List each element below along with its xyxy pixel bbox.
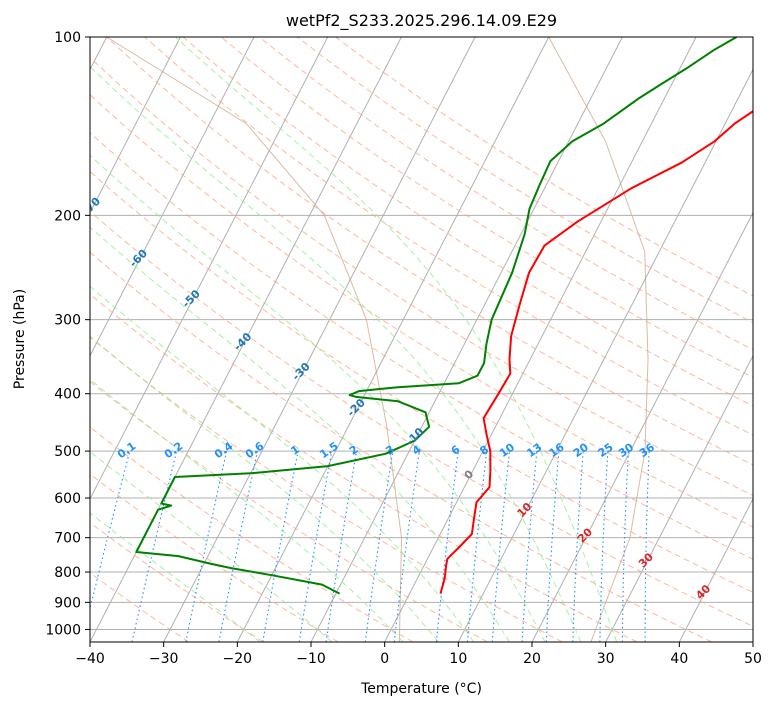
y-axis: 100 200 300 400 500 600 700 800 900 1000 <box>45 30 90 638</box>
mixing-ratio-line <box>621 451 629 642</box>
dry-adiabat-line <box>182 37 753 407</box>
y-tick-label: 900 <box>54 595 81 611</box>
dry-adiabat-line <box>144 37 753 436</box>
isotherm-line <box>678 497 753 642</box>
reference-curve <box>548 37 649 642</box>
mixing-ratio-line <box>393 451 420 642</box>
chart-title: wetPf2_S233.2025.296.14.09.E29 <box>286 11 557 31</box>
isotherm-line <box>310 37 623 642</box>
isotherm-line <box>90 37 181 214</box>
x-tick-label: 10 <box>449 651 467 667</box>
mixing-ratio-line <box>491 451 511 642</box>
moist-adiabat-line <box>175 37 618 642</box>
y-tick-label: 500 <box>54 444 81 460</box>
x-tick-label: 0 <box>380 651 389 667</box>
reference-curve <box>106 37 403 642</box>
mixing-ratio-line <box>521 451 538 642</box>
dry-adiabat-line <box>90 210 753 627</box>
isotherm-line <box>90 37 329 500</box>
mixing-ratio-line <box>599 451 609 642</box>
moist-adiabat-line <box>90 335 439 642</box>
isotherm-line <box>90 37 255 357</box>
x-tick-label: 30 <box>597 651 615 667</box>
x-axis: −40 −30 −20 −10 0 10 20 30 40 50 <box>75 642 762 667</box>
dry-adiabat-line <box>90 132 753 560</box>
grid-layer <box>90 37 753 642</box>
dry-adiabat-line <box>90 293 638 642</box>
temperature-profile-line <box>439 110 753 594</box>
moist-adiabat-line <box>90 450 333 642</box>
isotherm-line <box>605 354 753 642</box>
y-tick-label: 800 <box>54 565 81 581</box>
dry-adiabat-line <box>296 37 753 324</box>
dry-adiabat-line <box>90 56 753 497</box>
dry-adiabat-line <box>90 170 753 593</box>
y-tick-label: 200 <box>54 208 81 224</box>
mixing-ratio-line <box>572 451 584 642</box>
dry-adiabat-line <box>106 37 753 466</box>
mixing-ratio-line <box>435 451 459 642</box>
x-tick-label: −40 <box>75 651 105 667</box>
y-tick-label: 300 <box>54 313 81 329</box>
dry-adiabat-line <box>90 572 190 642</box>
x-tick-label: −30 <box>149 651 179 667</box>
plot-frame <box>89 36 754 643</box>
mixing-ratio-line <box>262 450 299 642</box>
dry-adiabat-line <box>90 251 712 642</box>
isotherm-line <box>163 37 476 642</box>
y-axis-label: Pressure (hPa) <box>12 289 28 389</box>
moist-adiabat-line <box>90 378 404 642</box>
dry-adiabat-line <box>90 93 753 528</box>
dewpoint-profile-line <box>135 37 738 595</box>
isotherm-line <box>384 37 697 642</box>
dry-adiabat-line <box>90 426 414 642</box>
moist-adiabat-line <box>90 65 582 642</box>
y-tick-label: 700 <box>54 531 81 547</box>
mixing-ratio-line <box>325 451 358 642</box>
profile-layer <box>135 37 753 595</box>
mixing-ratio-line <box>298 451 333 642</box>
moist-adiabat-line <box>90 226 510 642</box>
dry-adiabat-line <box>90 380 488 642</box>
mixing-ratio-line <box>545 451 560 642</box>
mixing-ratio-line <box>364 451 394 642</box>
x-tick-label: −10 <box>296 651 326 667</box>
x-axis-label: Temperature (°C) <box>360 681 482 697</box>
mixing-ratio-line <box>644 451 650 642</box>
x-tick-label: 50 <box>744 651 762 667</box>
y-tick-label: 100 <box>54 30 81 46</box>
isotherm-line <box>531 211 753 642</box>
x-tick-label: 40 <box>670 651 688 667</box>
mixing-ratio-line <box>466 451 488 642</box>
x-tick-label: −20 <box>223 651 253 667</box>
moist-adiabat-line <box>90 285 475 642</box>
y-tick-label: 1000 <box>45 622 81 638</box>
isotherm-line <box>236 37 550 642</box>
y-tick-label: 400 <box>54 387 81 403</box>
moist-adiabat-line <box>90 154 546 642</box>
dry-adiabat-line <box>335 37 753 297</box>
mixing-ratio-line <box>218 450 259 642</box>
y-tick-label: 600 <box>54 491 81 507</box>
x-tick-label: 20 <box>523 651 541 667</box>
